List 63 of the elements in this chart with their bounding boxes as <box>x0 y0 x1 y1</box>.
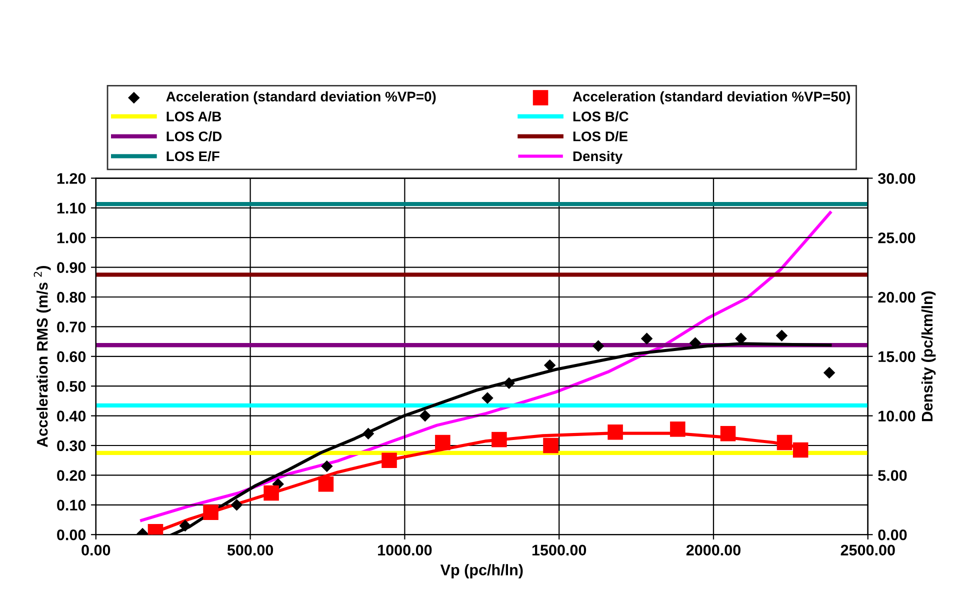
y2-tick-label: 15.00 <box>878 351 916 362</box>
x-axis-title: Vp (pc/h/ln) <box>440 564 523 578</box>
point <box>435 434 450 450</box>
point <box>482 392 494 404</box>
y-tick-label: 0.90 <box>57 262 86 273</box>
y-tick-label: 1.10 <box>57 202 86 214</box>
y2-tick-label: 5.00 <box>878 470 907 481</box>
legend-label: Acceleration (standard deviation %VP=0) <box>166 91 436 104</box>
point <box>823 366 836 379</box>
legend-label: Density <box>573 150 623 164</box>
y-tick-label: 0.80 <box>57 292 86 303</box>
y2-tick-label: 20.00 <box>878 292 916 303</box>
line-series <box>140 211 832 522</box>
point <box>792 442 808 458</box>
legend-label: LOS C/D <box>166 131 222 142</box>
point <box>503 377 515 390</box>
y-tick-label: 0.60 <box>57 351 86 362</box>
point <box>776 330 788 342</box>
point <box>689 337 702 349</box>
point <box>320 460 333 472</box>
point <box>492 432 507 448</box>
y-tick-label: 0.00 <box>57 529 86 540</box>
point <box>382 452 397 468</box>
point <box>318 476 334 492</box>
point <box>419 410 431 422</box>
x-tick-label: 2000.00 <box>686 544 740 556</box>
legend-label: LOS B/C <box>573 111 628 122</box>
point <box>592 340 604 352</box>
point <box>640 332 653 344</box>
y-axis-title: Acceleration RMS (m/s $^{2}$) <box>34 266 51 448</box>
y2-tick-label: 30.00 <box>878 173 916 184</box>
y-tick-label: 0.20 <box>57 470 86 481</box>
legend-label: LOS D/E <box>573 131 628 142</box>
point <box>670 422 686 437</box>
point <box>362 428 374 440</box>
point <box>720 426 736 442</box>
point <box>544 359 556 372</box>
x-tick-label: 0.00 <box>82 544 110 556</box>
y2-tick-label: 10.00 <box>878 410 916 422</box>
x-tick-label: 500.00 <box>227 544 274 556</box>
y-tick-label: 1.20 <box>57 173 86 184</box>
y-tick-label: 0.50 <box>57 380 86 392</box>
x-tick-label: 1000.00 <box>378 544 432 556</box>
point <box>179 520 192 532</box>
y2-tick-label: 0.00 <box>878 529 907 540</box>
point <box>608 424 623 440</box>
point <box>264 485 279 501</box>
y-tick-label: 0.40 <box>57 410 86 422</box>
x-tick-label: 1500.00 <box>532 544 586 556</box>
y-tick-label: 0.30 <box>57 440 86 452</box>
y-tick-label: 0.70 <box>57 322 86 332</box>
x-tick-label: 2500.00 <box>840 544 895 556</box>
point <box>543 438 558 454</box>
point <box>203 504 218 520</box>
point <box>776 434 792 450</box>
y-tick-label: 1.00 <box>57 232 86 244</box>
point <box>230 499 243 511</box>
legend-label: LOS A/B <box>166 111 222 122</box>
legend-label: Acceleration (standard deviation %VP=50) <box>572 91 850 104</box>
y2-axis-title: Density (pc/km/ln) <box>921 291 936 422</box>
y2-tick-label: 25.00 <box>878 232 916 244</box>
legend-label: LOS E/F <box>166 150 220 162</box>
y-tick-label: 0.10 <box>57 500 86 511</box>
